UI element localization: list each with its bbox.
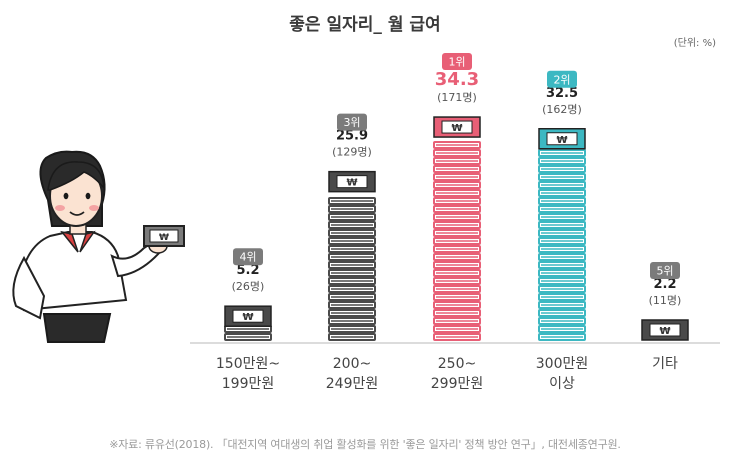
bill-inner bbox=[546, 132, 578, 146]
bill-inner bbox=[649, 323, 681, 337]
bar: ₩ bbox=[641, 319, 689, 341]
value-label: 2.2 bbox=[653, 277, 676, 292]
category-label: 299만원 bbox=[431, 376, 483, 392]
won-icon: ₩ bbox=[556, 135, 567, 146]
category-label: 기타 bbox=[652, 356, 678, 372]
category-label: 250~ bbox=[438, 356, 476, 372]
rank-label: 5위 bbox=[656, 265, 673, 278]
page-title: 좋은 일자리_ 월 급여 bbox=[289, 15, 441, 35]
won-icon: ₩ bbox=[242, 312, 253, 323]
rank-label: 1위 bbox=[448, 56, 465, 69]
svg-text:₩: ₩ bbox=[159, 233, 169, 243]
source-note: ※자료: 류유선(2018). 「대전지역 여대생의 취업 활성화를 위한 '좋… bbox=[109, 438, 621, 451]
rank-label: 3위 bbox=[343, 116, 360, 129]
count-label: (171명) bbox=[437, 91, 477, 104]
count-label: (26명) bbox=[232, 280, 265, 293]
won-icon: ₩ bbox=[451, 123, 462, 134]
bars-group: ₩ ₩ ₩ ₩ ₩ bbox=[224, 116, 689, 341]
count-label: (162명) bbox=[542, 103, 582, 116]
category-label: 200~ bbox=[333, 356, 371, 372]
won-icon: ₩ bbox=[346, 178, 357, 189]
value-label: 34.3 bbox=[435, 69, 479, 90]
rank-badge bbox=[547, 70, 577, 88]
rank-badge bbox=[442, 53, 472, 71]
bill-inner bbox=[232, 309, 264, 323]
value-label: 5.2 bbox=[236, 263, 259, 278]
woman-illustration: ₩ bbox=[12, 150, 185, 343]
category-label: 150만원~ bbox=[216, 356, 280, 372]
rank-badge bbox=[650, 262, 680, 279]
count-label: (129명) bbox=[332, 146, 372, 159]
bar: ₩ bbox=[433, 116, 481, 341]
bar: ₩ bbox=[538, 128, 586, 341]
category-label: 이상 bbox=[549, 376, 575, 392]
rank-label: 4위 bbox=[239, 251, 256, 264]
category-label: 199만원 bbox=[222, 376, 274, 392]
rank-badge bbox=[233, 248, 263, 266]
bar: ₩ bbox=[224, 305, 272, 341]
count-label: (11명) bbox=[649, 294, 682, 307]
rank-label: 2위 bbox=[553, 73, 570, 86]
labels-group: (26명) 5.24위 150만원~ 199만원 (129명) 25.93위 200~ 249… bbox=[216, 53, 681, 392]
won-icon: ₩ bbox=[659, 326, 670, 337]
rank-badge bbox=[337, 113, 367, 131]
value-label: 25.9 bbox=[336, 129, 368, 144]
value-label: 32.5 bbox=[546, 86, 578, 101]
category-label: 249만원 bbox=[326, 376, 378, 392]
unit-label: (단위: %) bbox=[673, 38, 716, 49]
bill-inner bbox=[336, 175, 368, 189]
category-label: 300만원 bbox=[536, 356, 588, 372]
bill-inner bbox=[441, 120, 473, 134]
bar: ₩ bbox=[328, 170, 376, 341]
